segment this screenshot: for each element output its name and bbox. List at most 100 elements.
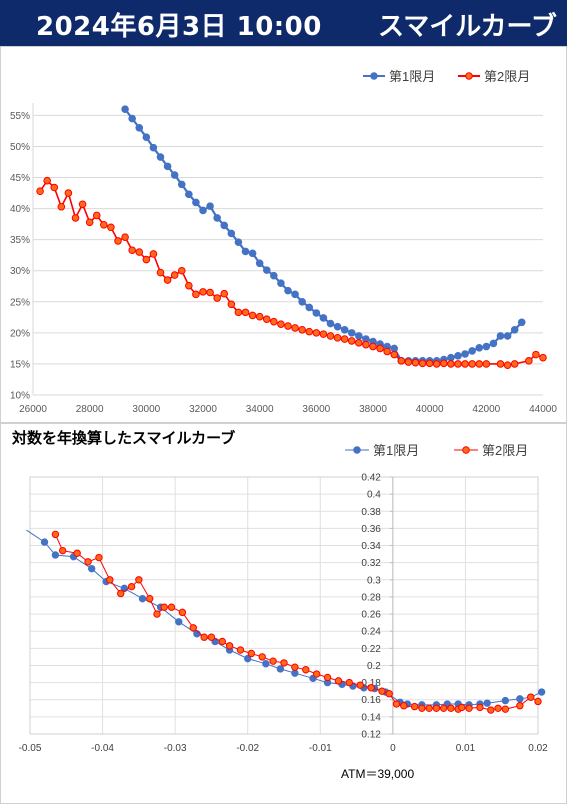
legend-label-2: 第2限月 bbox=[484, 69, 530, 84]
y-tick-label: 0.24 bbox=[361, 627, 381, 638]
data-point-series-2 bbox=[127, 582, 136, 591]
x-tick-label: 44000 bbox=[529, 404, 557, 415]
data-point-series-2 bbox=[326, 332, 335, 340]
x-tick-label: 42000 bbox=[472, 404, 500, 415]
data-point-series-1 bbox=[291, 669, 299, 677]
data-point-series-2 bbox=[347, 337, 356, 345]
data-point-series-2 bbox=[465, 704, 473, 712]
data-point-series-2 bbox=[312, 670, 321, 678]
data-point-series-2 bbox=[95, 553, 103, 562]
x-tick-label: 34000 bbox=[246, 404, 274, 415]
data-point-series-1 bbox=[234, 238, 243, 246]
data-point-series-1 bbox=[475, 343, 484, 352]
data-point-series-1 bbox=[185, 190, 193, 199]
data-point-series-2 bbox=[117, 589, 125, 598]
data-point-series-2 bbox=[482, 360, 491, 368]
data-point-series-1 bbox=[128, 114, 136, 123]
data-point-series-1 bbox=[390, 344, 399, 353]
y-tick-label: 0.32 bbox=[361, 558, 381, 569]
data-point-series-1 bbox=[255, 259, 264, 268]
data-point-series-1 bbox=[483, 699, 491, 707]
data-point-series-1 bbox=[305, 303, 314, 312]
data-point-series-1 bbox=[241, 247, 250, 256]
data-point-series-2 bbox=[185, 281, 193, 290]
x-tick-label: 0 bbox=[390, 743, 396, 754]
data-point-series-1 bbox=[192, 198, 200, 207]
legend-marker-1 bbox=[370, 72, 378, 80]
data-point-series-2 bbox=[170, 271, 179, 279]
data-point-series-2 bbox=[411, 358, 420, 367]
y-tick-label: 0.36 bbox=[361, 524, 381, 535]
data-point-series-2 bbox=[160, 603, 168, 611]
data-point-series-2 bbox=[312, 329, 321, 337]
data-point-series-1 bbox=[340, 325, 349, 334]
data-point-series-1 bbox=[276, 665, 285, 673]
data-point-series-2 bbox=[454, 360, 462, 368]
data-point-series-2 bbox=[385, 690, 393, 698]
data-point-series-2 bbox=[121, 233, 129, 241]
data-point-series-2 bbox=[525, 357, 533, 365]
data-point-series-2 bbox=[199, 288, 207, 296]
y-tick-label: 0.42 bbox=[361, 473, 381, 484]
data-point-series-1 bbox=[248, 249, 257, 258]
annualized-log-smile-curve-chart: 対数を年換算したスマイルカーブ 0.12 0.14 0.16 0.18 0.2 0.22 0.… bbox=[0, 423, 567, 804]
data-point-series-2 bbox=[114, 237, 122, 245]
data-point-series-1 bbox=[138, 594, 147, 603]
data-point-series-2 bbox=[189, 624, 197, 632]
data-point-series-2 bbox=[100, 220, 108, 229]
data-point-series-2 bbox=[319, 330, 328, 338]
data-point-series-2 bbox=[64, 189, 73, 197]
data-point-series-2 bbox=[516, 702, 524, 710]
x-tick-label: 30000 bbox=[132, 404, 160, 415]
data-point-series-2 bbox=[432, 704, 441, 712]
data-point-series-1 bbox=[199, 206, 207, 215]
data-point-series-1 bbox=[333, 322, 342, 331]
data-point-series-2 bbox=[225, 642, 234, 650]
data-point-series-2 bbox=[527, 693, 535, 701]
data-point-series-2 bbox=[404, 358, 413, 366]
data-point-series-2 bbox=[36, 187, 44, 196]
data-point-series-1 bbox=[87, 564, 96, 573]
smile-curve-chart: 10% 15% 20% 25% 30% 35% 40% 45% 50% 55% 26000 28000… bbox=[0, 46, 567, 423]
data-point-series-1 bbox=[121, 105, 129, 114]
data-point-series-1 bbox=[516, 695, 524, 703]
data-point-series-1 bbox=[468, 347, 476, 355]
x-tick-label: 38000 bbox=[359, 404, 387, 415]
header-title: スマイルカーブ bbox=[378, 12, 557, 42]
atm-annotation: ATM＝39,000 bbox=[341, 767, 414, 781]
x-tick-label: 36000 bbox=[302, 404, 330, 415]
data-point-series-2 bbox=[71, 214, 80, 222]
legend-label-1: 第1限月 bbox=[373, 443, 419, 458]
data-point-series-1 bbox=[319, 314, 328, 322]
data-point-series-2 bbox=[501, 705, 510, 713]
data-point-series-2 bbox=[248, 311, 257, 320]
data-point-series-2 bbox=[532, 350, 540, 359]
data-point-series-1 bbox=[454, 352, 462, 360]
legend-marker-2 bbox=[465, 72, 473, 80]
data-point-series-1 bbox=[461, 350, 469, 358]
data-point-series-1 bbox=[537, 688, 546, 696]
data-point-series-2 bbox=[269, 657, 277, 665]
data-point-series-1 bbox=[149, 143, 158, 152]
legend-label-1: 第1限月 bbox=[389, 69, 435, 84]
data-point-series-2 bbox=[447, 360, 455, 368]
data-point-series-2 bbox=[362, 340, 370, 349]
y-tick-label: 0.16 bbox=[361, 695, 381, 706]
legend-marker-1 bbox=[353, 446, 361, 454]
data-point-series-2 bbox=[50, 183, 59, 192]
data-point-series-2 bbox=[51, 530, 60, 539]
data-point-series-2 bbox=[425, 704, 433, 712]
x-tick-label: -0.01 bbox=[309, 743, 332, 754]
x-tick-label: -0.03 bbox=[164, 743, 187, 754]
data-point-series-2 bbox=[323, 673, 332, 682]
data-point-series-2 bbox=[534, 697, 542, 706]
data-point-series-2 bbox=[298, 325, 306, 334]
data-point-series-1 bbox=[163, 162, 172, 171]
y-tick-label: 45% bbox=[10, 173, 30, 184]
data-point-series-1 bbox=[135, 124, 144, 132]
data-point-series-2 bbox=[218, 637, 227, 646]
y-tick-label: 0.3 bbox=[367, 575, 381, 586]
legend-label-2: 第2限月 bbox=[482, 443, 528, 458]
data-point-series-2 bbox=[234, 308, 243, 317]
y-tick-label: 55% bbox=[10, 111, 30, 122]
